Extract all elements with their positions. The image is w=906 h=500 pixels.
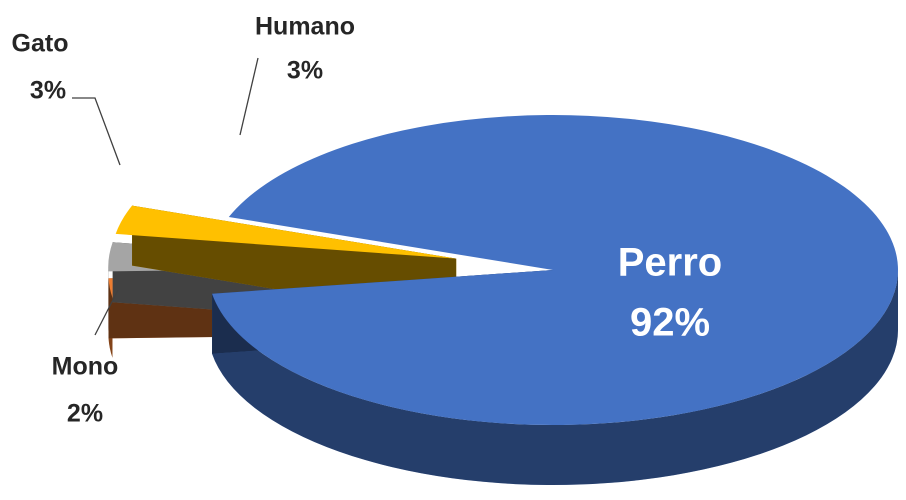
slice-value-label: 2% xyxy=(67,400,103,428)
slice-label: Humano xyxy=(255,13,355,41)
slice xyxy=(115,205,457,259)
slice-label: Perro xyxy=(618,241,723,285)
slice-side-shade xyxy=(212,270,898,485)
leader-line xyxy=(239,57,259,136)
slice-value-label: 3% xyxy=(30,77,66,105)
slice-label: Mono xyxy=(52,353,119,381)
slice-value-label: 92% xyxy=(630,301,710,345)
leader-line xyxy=(94,289,119,336)
slice-value-label: 3% xyxy=(287,57,323,85)
slice-side xyxy=(212,270,898,485)
slice-label: Gato xyxy=(12,30,69,58)
slice xyxy=(212,115,898,426)
pie xyxy=(108,115,898,485)
leader-line xyxy=(72,97,121,166)
